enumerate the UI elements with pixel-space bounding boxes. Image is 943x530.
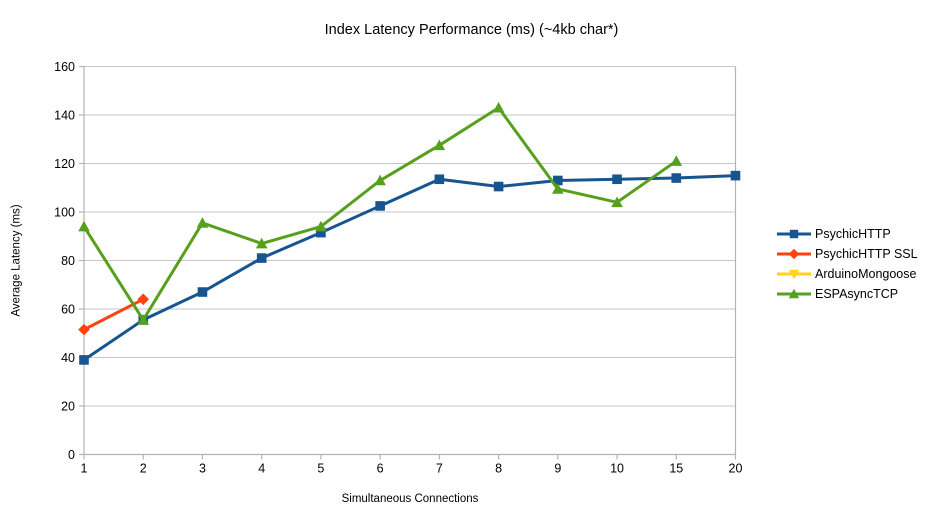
legend-item-label: PsychicHTTP SSL — [815, 247, 918, 261]
svg-text:8: 8 — [495, 462, 502, 476]
x-axis-title: Simultaneous Connections — [341, 493, 479, 505]
svg-text:1: 1 — [81, 462, 88, 476]
svg-text:15: 15 — [669, 462, 683, 476]
svg-text:2: 2 — [140, 462, 147, 476]
legend-item-label: PsychicHTTP — [815, 227, 891, 241]
series-line-espasynctcp — [82, 106, 678, 322]
svg-text:9: 9 — [554, 462, 561, 476]
legend-item-psychichttp-ssl: PsychicHTTP SSL — [777, 244, 918, 264]
y-axis-title: Average Latency (ms) — [10, 204, 23, 317]
svg-text:0: 0 — [68, 448, 75, 462]
svg-text:10: 10 — [610, 462, 624, 476]
legend-item-espasynctcp: ESPAsyncTCP — [777, 284, 918, 304]
legend-item-label: ArduinoMongoose — [815, 267, 917, 281]
svg-text:6: 6 — [377, 462, 384, 476]
svg-text:4: 4 — [258, 462, 265, 476]
svg-text:120: 120 — [54, 157, 75, 171]
legend-item-psychichttp: PsychicHTTP — [777, 224, 918, 244]
svg-text:160: 160 — [54, 60, 75, 74]
line-square-marker-icon — [777, 229, 811, 239]
series-line-psychichttp — [82, 174, 737, 362]
line-triangle-up-marker-icon — [777, 288, 811, 299]
svg-text:7: 7 — [436, 462, 443, 476]
svg-text:20: 20 — [61, 400, 75, 414]
svg-text:100: 100 — [54, 206, 75, 220]
svg-text:40: 40 — [61, 351, 75, 365]
legend-item-arduinomongoose: ArduinoMongoose — [777, 264, 918, 284]
legend: PsychicHTTP PsychicHTTP SSL ArduinoMongo… — [777, 224, 918, 304]
svg-text:60: 60 — [61, 303, 75, 317]
svg-text:3: 3 — [199, 462, 206, 476]
svg-text:140: 140 — [54, 109, 75, 123]
line-diamond-marker-icon — [777, 248, 811, 260]
svg-text:5: 5 — [317, 462, 324, 476]
line-triangle-down-marker-icon — [777, 269, 811, 280]
svg-text:20: 20 — [729, 462, 743, 476]
chart-title: Index Latency Performance (ms) (~4kb cha… — [324, 22, 619, 38]
legend-item-label: ESPAsyncTCP — [815, 287, 899, 301]
svg-text:80: 80 — [61, 254, 75, 268]
